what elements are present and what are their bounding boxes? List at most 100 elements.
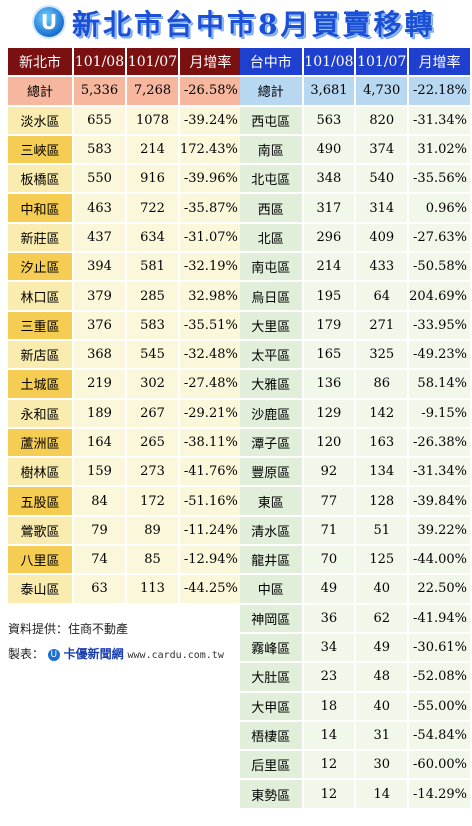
previous-month-count: 40 (356, 575, 408, 603)
table-row: 五股區 84 172 -51.16% (8, 487, 241, 515)
growth-rate: -54.84% (409, 721, 470, 750)
current-month-count: 296 (303, 223, 355, 252)
current-month-count: 79 (74, 516, 125, 545)
growth-rate: -9.15% (409, 399, 470, 427)
table-row: 八里區 74 85 -12.94% (8, 546, 241, 574)
growth-rate: -38.11% (180, 428, 241, 457)
total-previous: 7,268 (127, 77, 178, 105)
district-name: 板橋區 (8, 165, 72, 193)
previous-month-count: 62 (356, 604, 408, 632)
district-name: 汐止區 (8, 253, 72, 281)
total-label: 總計 (240, 77, 302, 105)
table-row: 樹林區 159 273 -41.76% (8, 458, 241, 486)
table-row: 潭子區 120 163 -26.38% (240, 428, 470, 457)
growth-rate: -50.58% (409, 253, 470, 281)
district-name: 永和區 (8, 399, 72, 427)
table-row: 西區 317 314 0.96% (240, 194, 470, 222)
previous-month-count: 1078 (127, 106, 178, 134)
district-name: 土城區 (8, 370, 72, 398)
growth-rate: -39.96% (180, 165, 241, 193)
previous-month-count: 125 (356, 546, 408, 574)
previous-month-count: 31 (356, 721, 408, 750)
current-month-count: 12 (303, 751, 355, 779)
table-row: 新莊區 437 634 -31.07% (8, 223, 241, 252)
previous-month-count: 64 (356, 282, 408, 310)
current-month-count: 563 (303, 106, 355, 134)
table-row: 大里區 179 271 -33.95% (240, 311, 470, 339)
growth-rate: -44.25% (180, 575, 241, 603)
growth-rate: 31.02% (409, 135, 470, 164)
growth-rate: -55.00% (409, 692, 470, 720)
current-month-count: 165 (303, 340, 355, 369)
table-row: 大甲區 18 40 -55.00% (240, 692, 470, 720)
growth-rate: -32.48% (180, 340, 241, 369)
previous-month-count: 540 (356, 165, 408, 193)
table-row: 三峽區 583 214 172.43% (8, 135, 241, 164)
current-month-count: 214 (303, 253, 355, 281)
previous-month-count: 142 (356, 399, 408, 427)
previous-month-count: 48 (356, 663, 408, 691)
current-month-count: 63 (74, 575, 125, 603)
district-name: 太平區 (240, 340, 302, 369)
table-row: 烏日區 195 64 204.69% (240, 282, 470, 310)
district-name: 南屯區 (240, 253, 302, 281)
growth-rate: -33.95% (409, 311, 470, 339)
table-row: 東勢區 12 14 -14.29% (240, 780, 470, 808)
table-row: 永和區 189 267 -29.21% (8, 399, 241, 427)
growth-rate: -35.51% (180, 311, 241, 339)
growth-rate: -39.24% (180, 106, 241, 134)
previous-month-count: 634 (127, 223, 178, 252)
district-name: 后里區 (240, 751, 302, 779)
cardu-logo-icon: U (34, 7, 64, 37)
growth-rate: -26.38% (409, 428, 470, 457)
total-row: 總計 5,336 7,268 -26.58% (8, 77, 241, 105)
district-name: 新店區 (8, 340, 72, 369)
district-name: 潭子區 (240, 428, 302, 457)
district-name: 三重區 (8, 311, 72, 339)
source-note: 資料提供：住商不動產 (8, 622, 129, 636)
district-name: 南區 (240, 135, 302, 164)
district-name: 烏日區 (240, 282, 302, 310)
current-month-count: 195 (303, 282, 355, 310)
previous-month-count: 172 (127, 487, 178, 515)
growth-rate: -30.61% (409, 633, 470, 662)
table-row: 后里區 12 30 -60.00% (240, 751, 470, 779)
previous-month-count: 820 (356, 106, 408, 134)
district-name: 大雅區 (240, 370, 302, 398)
table-row: 霧峰區 34 49 -30.61% (240, 633, 470, 662)
header-city: 台中市 (240, 48, 302, 76)
header-growth-rate: 月增率 (409, 48, 470, 76)
previous-month-count: 581 (127, 253, 178, 281)
growth-rate: 32.98% (180, 282, 241, 310)
district-name: 東區 (240, 487, 302, 515)
table-row: 北屯區 348 540 -35.56% (240, 165, 470, 193)
growth-rate: -29.21% (180, 399, 241, 427)
district-name: 沙鹿區 (240, 399, 302, 427)
title-bar: U 新北市台中市8月買賣移轉 (0, 0, 472, 44)
growth-rate: -14.29% (409, 780, 470, 808)
district-name: 泰山區 (8, 575, 72, 603)
growth-rate: -52.08% (409, 663, 470, 691)
district-name: 龍井區 (240, 546, 302, 574)
maker-url[interactable]: www.cardu.com.tw (127, 650, 224, 661)
total-rate: -26.58% (180, 77, 241, 105)
growth-rate: -31.34% (409, 458, 470, 486)
total-current: 5,336 (74, 77, 125, 105)
previous-month-count: 14 (356, 780, 408, 808)
table-row: 沙鹿區 129 142 -9.15% (240, 399, 470, 427)
previous-month-count: 285 (127, 282, 178, 310)
previous-month-count: 128 (356, 487, 408, 515)
current-month-count: 129 (303, 399, 355, 427)
previous-month-count: 40 (356, 692, 408, 720)
total-row: 總計 3,681 4,730 -22.18% (240, 77, 470, 105)
table-row: 南屯區 214 433 -50.58% (240, 253, 470, 281)
current-month-count: 376 (74, 311, 125, 339)
header-previous-month: 101/07 (356, 48, 408, 76)
current-month-count: 120 (303, 428, 355, 457)
previous-month-count: 433 (356, 253, 408, 281)
previous-month-count: 916 (127, 165, 178, 193)
maker-brand: 卡優新聞網 (63, 647, 124, 661)
current-month-count: 23 (303, 663, 355, 691)
previous-month-count: 325 (356, 340, 408, 369)
table-row: 大肚區 23 48 -52.08% (240, 663, 470, 691)
